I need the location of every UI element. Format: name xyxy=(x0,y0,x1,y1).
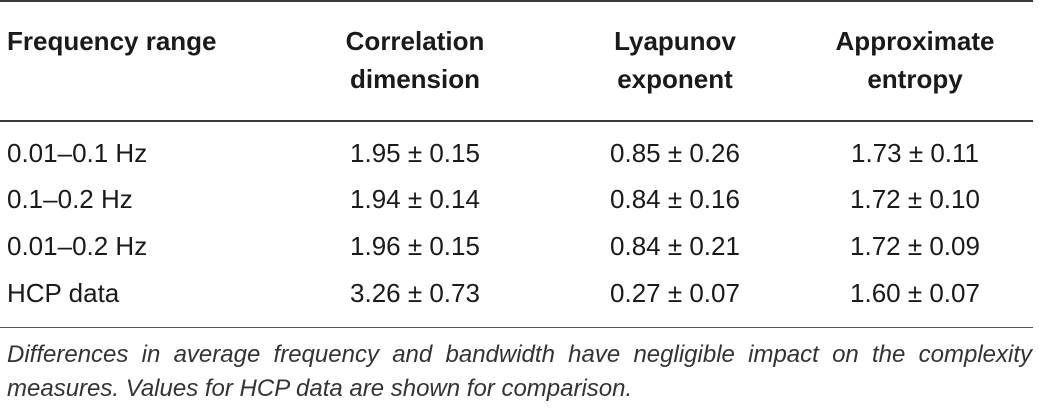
cell-entropy: 1.72 ± 0.10 xyxy=(850,184,980,214)
cell-frequency: 0.1–0.2 Hz xyxy=(7,184,133,214)
header-line: exponent xyxy=(617,64,733,94)
header-approximate-entropy: Approximate entropy xyxy=(790,22,1039,98)
table-row: 0.01–0.1 Hz 1.95 ± 0.15 0.85 ± 0.26 1.73… xyxy=(0,129,1039,177)
cell-frequency: HCP data xyxy=(7,278,120,308)
cell-correlation: 3.26 ± 0.73 xyxy=(350,278,480,308)
cell-lyapunov: 0.27 ± 0.07 xyxy=(610,278,740,308)
cell-correlation: 1.96 ± 0.15 xyxy=(350,231,480,261)
cell-frequency: 0.01–0.2 Hz xyxy=(7,231,148,261)
table-row: 0.01–0.2 Hz 1.96 ± 0.15 0.84 ± 0.21 1.72… xyxy=(0,222,1039,270)
header-rule xyxy=(0,120,1033,122)
cell-correlation: 1.94 ± 0.14 xyxy=(350,184,480,214)
cell-entropy: 1.73 ± 0.11 xyxy=(851,138,979,168)
header-frequency-range: Frequency range xyxy=(7,22,217,60)
header-line: dimension xyxy=(349,64,480,94)
header-line: Frequency range xyxy=(7,26,217,56)
bottom-rule xyxy=(0,327,1033,328)
table-row: HCP data 3.26 ± 0.73 0.27 ± 0.07 1.60 ± … xyxy=(0,269,1039,317)
header-line: Lyapunov xyxy=(614,26,736,56)
header-line: entropy xyxy=(867,64,963,94)
cell-entropy: 1.60 ± 0.07 xyxy=(850,278,980,308)
cell-lyapunov: 0.85 ± 0.26 xyxy=(610,138,740,168)
cell-lyapunov: 0.84 ± 0.16 xyxy=(610,184,740,214)
header-line: Correlation xyxy=(345,26,485,56)
cell-lyapunov: 0.84 ± 0.21 xyxy=(610,231,740,261)
header-correlation-dimension: Correlation dimension xyxy=(290,22,540,98)
header-line: Approximate xyxy=(835,26,995,56)
cell-entropy: 1.72 ± 0.09 xyxy=(850,231,980,261)
header-lyapunov-exponent: Lyapunov exponent xyxy=(550,22,800,98)
table-row: 0.1–0.2 Hz 1.94 ± 0.14 0.84 ± 0.16 1.72 … xyxy=(0,175,1039,223)
table-footnote: Differences in average frequency and ban… xyxy=(7,341,1032,402)
cell-correlation: 1.95 ± 0.15 xyxy=(350,138,480,168)
top-rule xyxy=(0,0,1033,2)
cell-frequency: 0.01–0.1 Hz xyxy=(7,138,148,168)
